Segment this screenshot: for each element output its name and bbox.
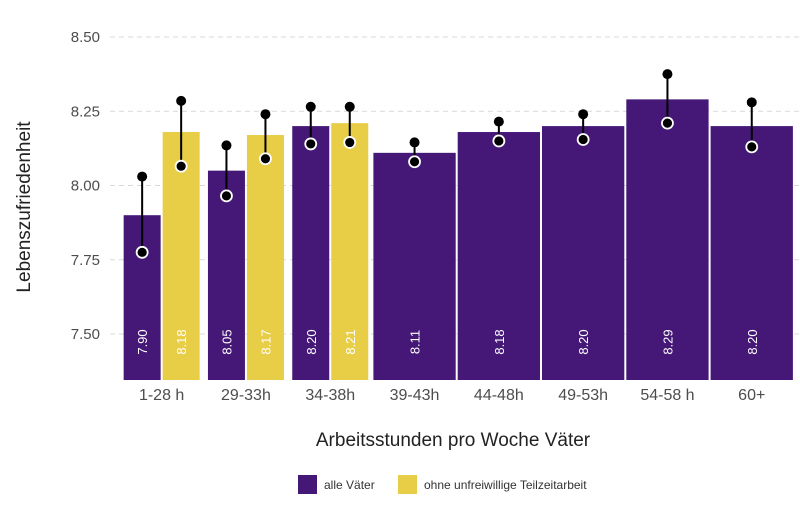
x-tick-label: 54-58 h [640, 387, 694, 404]
x-tick-label: 44-48h [474, 387, 524, 404]
error-bar-upper-point [305, 101, 316, 112]
bar-alle-vaeter [710, 126, 793, 380]
bar-value-label: 8.05 [219, 329, 234, 354]
bar-value-labels: 7.90 8.18 8.05 8.17 8.20 8.21 8.11 8.18 8.20 8.29… [135, 329, 760, 354]
x-tick-label: 34-38h [305, 387, 355, 404]
y-axis-title: Lebenszufriedenheit [14, 121, 35, 293]
legend-swatch-alle-vaeter [298, 475, 317, 494]
error-bar-lower-point [576, 133, 590, 146]
y-tick-label: 8.50 [71, 29, 100, 46]
bar-alle-vaeter [207, 170, 245, 380]
legend: alle Väter ohne unfreiwillige Teilzeitar… [298, 475, 587, 494]
error-bar-lower-point [220, 189, 233, 203]
error-bar-lower-point [745, 140, 759, 154]
bar-value-label: 8.20 [576, 329, 591, 354]
bar-ohne-unfreiwillige-teilzeit [331, 123, 369, 380]
error-bar-upper-point [746, 97, 757, 108]
x-tick-label: 1-28 h [139, 387, 184, 404]
bar-alle-vaeter [373, 152, 456, 380]
legend-label-ohne-unfreiwillige-teilzeit: ohne unfreiwillige Teilzeitarbeit [424, 478, 587, 492]
bar-value-label: 8.20 [745, 329, 760, 354]
legend-swatch-ohne-unfreiwillige-teilzeit [398, 475, 417, 494]
bar-value-label: 8.21 [343, 329, 358, 354]
bar-alle-vaeter [292, 126, 330, 380]
legend-label-alle-vaeter: alle Väter [324, 478, 375, 492]
error-bar-upper-point [578, 109, 589, 120]
x-tick-label: 49-53h [558, 387, 608, 404]
bar-value-label: 8.20 [304, 329, 319, 354]
x-tick-label: 39-43h [390, 387, 440, 404]
error-bar-upper-point [493, 116, 504, 127]
bar-alle-vaeter [626, 99, 709, 381]
error-bar-lower-point [135, 245, 149, 259]
y-tick-label: 7.75 [71, 252, 100, 269]
bar-value-label: 7.90 [135, 329, 150, 354]
bar-value-label: 8.17 [258, 329, 273, 354]
x-tick-label: 60+ [738, 387, 765, 404]
error-bar-upper-point [344, 101, 355, 112]
error-bar-lower-point [304, 137, 318, 151]
error-bar-lower-point [408, 155, 421, 169]
error-bar-upper-point [176, 95, 187, 106]
error-bar-upper-point [137, 171, 148, 182]
bar-ohne-unfreiwillige-teilzeit [246, 135, 284, 380]
error-bar-lower-point [174, 159, 188, 173]
error-bar-upper-point [409, 137, 420, 148]
bar-value-label: 8.18 [492, 329, 507, 354]
y-tick-label: 8.00 [71, 178, 100, 195]
y-tick-label: 7.50 [71, 326, 100, 343]
y-tick-label: 8.25 [71, 103, 100, 120]
error-bar-lower-point [343, 136, 357, 149]
error-bar-upper-point [221, 140, 232, 151]
error-bar-lower-point [661, 116, 674, 130]
bar-alle-vaeter [542, 126, 625, 380]
error-bar-upper-point [260, 109, 271, 120]
bar-value-label: 8.29 [660, 329, 675, 354]
bar-value-label: 8.11 [408, 330, 423, 354]
bar-value-label: 8.18 [174, 329, 189, 354]
x-tick-label: 29-33h [221, 387, 271, 404]
error-bar-upper-point [662, 69, 673, 80]
bar-alle-vaeter [457, 132, 540, 380]
error-bar-lower-point [259, 152, 272, 166]
x-axis-ticks: 1-28 h 29-33h 34-38h 39-43h 44-48h 49-53h 54-5… [139, 387, 765, 404]
x-axis-title: Arbeitsstunden pro Woche Väter [316, 430, 591, 451]
error-bar-lower-point [492, 134, 506, 148]
y-axis-ticks: 7.50 7.75 8.00 8.25 8.50 [71, 29, 100, 343]
bars [123, 99, 793, 381]
error-bars [135, 69, 759, 259]
bar-ohne-unfreiwillige-teilzeit [162, 132, 200, 380]
